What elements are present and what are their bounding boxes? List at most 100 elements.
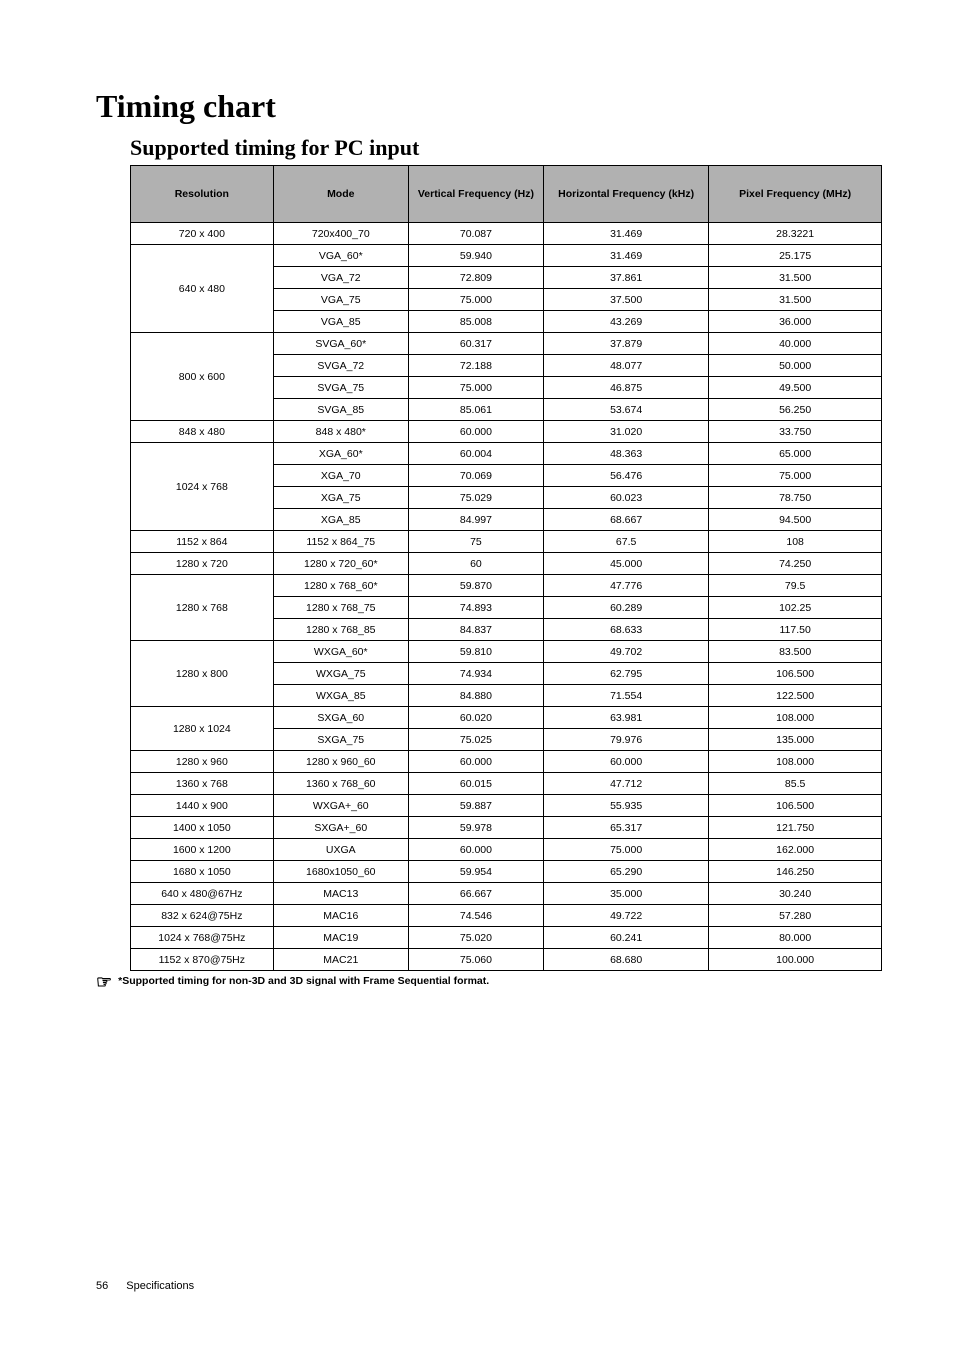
cell-mode: WXGA_85 [273, 685, 408, 707]
page-title: Timing chart [96, 88, 874, 125]
cell-mode: SVGA_85 [273, 399, 408, 421]
cell-pf: 162.000 [709, 839, 882, 861]
cell-pf: 75.000 [709, 465, 882, 487]
cell-vf: 84.837 [408, 619, 543, 641]
cell-pf: 31.500 [709, 267, 882, 289]
table-row: 1440 x 900WXGA+_6059.88755.935106.500 [131, 795, 882, 817]
cell-hf: 37.500 [544, 289, 709, 311]
cell-hf: 48.077 [544, 355, 709, 377]
cell-pf: 102.25 [709, 597, 882, 619]
cell-hf: 65.317 [544, 817, 709, 839]
cell-pf: 56.250 [709, 399, 882, 421]
cell-pf: 74.250 [709, 553, 882, 575]
cell-hf: 37.879 [544, 333, 709, 355]
cell-hf: 56.476 [544, 465, 709, 487]
cell-hf: 60.023 [544, 487, 709, 509]
cell-vf: 59.940 [408, 245, 543, 267]
cell-resolution: 640 x 480 [131, 245, 274, 333]
cell-pf: 40.000 [709, 333, 882, 355]
column-header-pfreq: Pixel Frequency (MHz) [709, 166, 882, 223]
cell-resolution: 848 x 480 [131, 421, 274, 443]
cell-hf: 35.000 [544, 883, 709, 905]
footnote-text: *Supported timing for non-3D and 3D sign… [118, 975, 489, 987]
cell-vf: 75.020 [408, 927, 543, 949]
table-row: 848 x 480848 x 480*60.00031.02033.750 [131, 421, 882, 443]
cell-mode: 720x400_70 [273, 223, 408, 245]
cell-vf: 59.978 [408, 817, 543, 839]
cell-resolution: 1600 x 1200 [131, 839, 274, 861]
cell-hf: 68.680 [544, 949, 709, 971]
footnote: ☞ *Supported timing for non-3D and 3D si… [96, 975, 874, 989]
cell-mode: 1280 x 768_85 [273, 619, 408, 641]
cell-pf: 36.000 [709, 311, 882, 333]
cell-hf: 45.000 [544, 553, 709, 575]
cell-vf: 70.087 [408, 223, 543, 245]
cell-hf: 55.935 [544, 795, 709, 817]
cell-mode: SVGA_72 [273, 355, 408, 377]
cell-vf: 60.000 [408, 839, 543, 861]
table-row: 1600 x 1200UXGA60.00075.000162.000 [131, 839, 882, 861]
table-row: 640 x 480VGA_60*59.94031.46925.175 [131, 245, 882, 267]
cell-pf: 28.3221 [709, 223, 882, 245]
cell-vf: 72.809 [408, 267, 543, 289]
cell-vf: 74.546 [408, 905, 543, 927]
cell-resolution: 1280 x 800 [131, 641, 274, 707]
cell-mode: SVGA_75 [273, 377, 408, 399]
cell-hf: 49.702 [544, 641, 709, 663]
cell-vf: 75.000 [408, 289, 543, 311]
cell-vf: 74.893 [408, 597, 543, 619]
cell-hf: 68.633 [544, 619, 709, 641]
cell-pf: 117.50 [709, 619, 882, 641]
cell-resolution: 1024 x 768@75Hz [131, 927, 274, 949]
cell-pf: 50.000 [709, 355, 882, 377]
cell-pf: 30.240 [709, 883, 882, 905]
cell-vf: 59.810 [408, 641, 543, 663]
table-row: 1280 x 7201280 x 720_60*6045.00074.250 [131, 553, 882, 575]
cell-vf: 75.029 [408, 487, 543, 509]
cell-vf: 85.061 [408, 399, 543, 421]
cell-vf: 66.667 [408, 883, 543, 905]
table-row: 1152 x 870@75HzMAC2175.06068.680100.000 [131, 949, 882, 971]
cell-pf: 25.175 [709, 245, 882, 267]
column-header-resolution: Resolution [131, 166, 274, 223]
table-row: 640 x 480@67HzMAC1366.66735.00030.240 [131, 883, 882, 905]
cell-resolution: 640 x 480@67Hz [131, 883, 274, 905]
cell-mode: 1680x1050_60 [273, 861, 408, 883]
cell-pf: 83.500 [709, 641, 882, 663]
cell-hf: 53.674 [544, 399, 709, 421]
cell-mode: VGA_85 [273, 311, 408, 333]
cell-vf: 60.004 [408, 443, 543, 465]
cell-resolution: 720 x 400 [131, 223, 274, 245]
cell-resolution: 1280 x 720 [131, 553, 274, 575]
cell-vf: 84.997 [408, 509, 543, 531]
cell-hf: 47.712 [544, 773, 709, 795]
cell-vf: 72.188 [408, 355, 543, 377]
cell-hf: 47.776 [544, 575, 709, 597]
cell-vf: 75 [408, 531, 543, 553]
cell-pf: 49.500 [709, 377, 882, 399]
cell-pf: 79.5 [709, 575, 882, 597]
cell-vf: 75.025 [408, 729, 543, 751]
cell-vf: 75.000 [408, 377, 543, 399]
cell-hf: 31.469 [544, 223, 709, 245]
cell-pf: 85.5 [709, 773, 882, 795]
cell-mode: 1280 x 960_60 [273, 751, 408, 773]
document-page: Timing chart Supported timing for PC inp… [0, 0, 954, 1039]
cell-mode: MAC16 [273, 905, 408, 927]
cell-pf: 135.000 [709, 729, 882, 751]
cell-vf: 60.020 [408, 707, 543, 729]
column-header-hfreq: Horizontal Frequency (kHz) [544, 166, 709, 223]
cell-vf: 59.870 [408, 575, 543, 597]
table-row: 800 x 600SVGA_60*60.31737.87940.000 [131, 333, 882, 355]
footer-section-label: Specifications [126, 1280, 194, 1292]
table-row: 1280 x 7681280 x 768_60*59.87047.77679.5 [131, 575, 882, 597]
page-footer: 56 Specifications [96, 1280, 194, 1292]
cell-vf: 85.008 [408, 311, 543, 333]
table-row: 1280 x 800WXGA_60*59.81049.70283.500 [131, 641, 882, 663]
cell-resolution: 832 x 624@75Hz [131, 905, 274, 927]
cell-pf: 106.500 [709, 663, 882, 685]
cell-hf: 75.000 [544, 839, 709, 861]
table-row: 1024 x 768@75HzMAC1975.02060.24180.000 [131, 927, 882, 949]
table-row: 1152 x 8641152 x 864_757567.5108 [131, 531, 882, 553]
cell-mode: 1152 x 864_75 [273, 531, 408, 553]
